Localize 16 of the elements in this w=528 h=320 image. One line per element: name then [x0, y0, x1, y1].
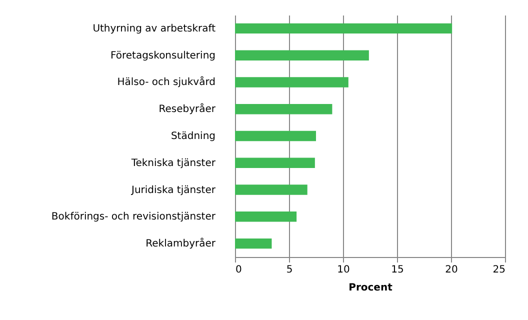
x-axis-title: Procent	[348, 282, 393, 294]
y-tick-label: Tekniska tjänster	[130, 158, 216, 169]
x-tick-label: 25	[492, 264, 506, 276]
x-tick-label: 20	[445, 264, 458, 276]
y-tick-label: Städning	[170, 131, 216, 142]
x-tick-label: 10	[337, 264, 350, 276]
y-tick-label: Juridiska tjänster	[130, 184, 216, 196]
y-tick-label: Hälso- och sjukvård	[117, 76, 216, 88]
y-tick-label: Reklambyråer	[146, 238, 216, 250]
y-tick-label: Företagskonsultering	[110, 50, 216, 62]
x-tick-label: 0	[236, 264, 242, 276]
y-tick-label: Uthyrning av arbetskraft	[92, 23, 216, 34]
x-tick-label: 5	[286, 264, 293, 276]
y-tick-label: Bokförings- och revisionstjänster	[51, 212, 216, 223]
x-tick-label: 15	[391, 264, 404, 276]
y-tick-label: Resebyråer	[158, 103, 216, 116]
